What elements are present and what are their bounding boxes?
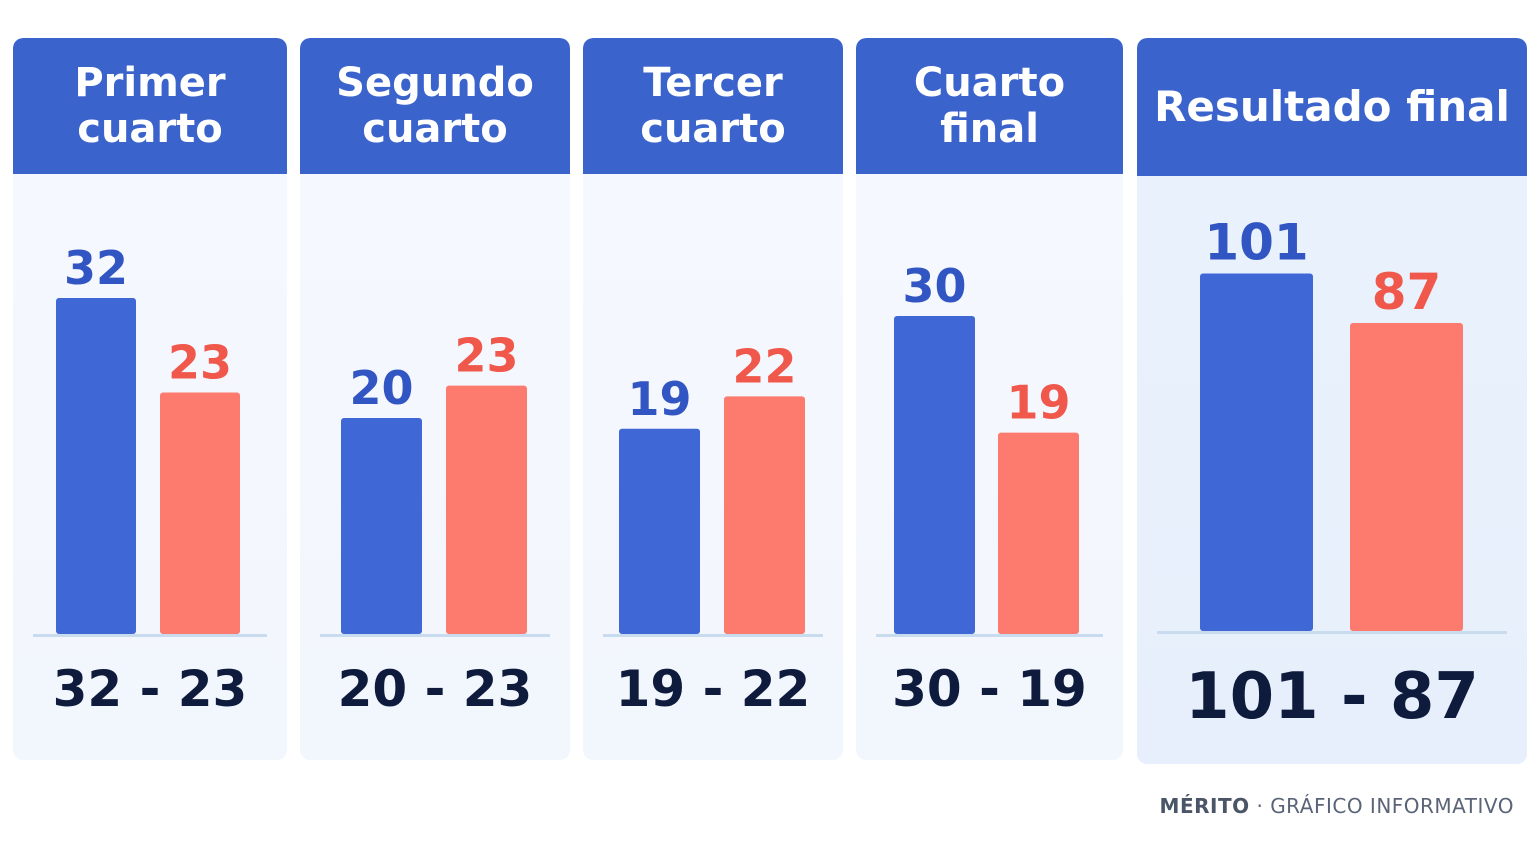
panel-title: Cuarto final	[856, 38, 1123, 174]
score-text: 32 - 23	[52, 660, 248, 718]
value-label-team-b: 23	[168, 336, 232, 390]
value-label-team-a: 101	[1204, 213, 1308, 271]
panel-4: Cuarto final 30 19 30 - 19	[856, 38, 1123, 760]
score-text: 30 - 19	[892, 660, 1087, 718]
value-label-team-a: 20	[349, 361, 413, 415]
panel-chart: 32 23	[33, 241, 267, 637]
value-label-team-b: 23	[454, 329, 518, 383]
value-label-team-b: 87	[1372, 263, 1442, 321]
panel-title: Resultado final	[1137, 38, 1527, 176]
value-label-team-b: 22	[732, 339, 796, 393]
value-label-team-a: 19	[627, 372, 691, 426]
footer-separator: ·	[1256, 794, 1264, 818]
footer-brand: MÉRITO	[1159, 794, 1250, 818]
panel-title: Primer cuarto	[13, 38, 287, 174]
bar-team-a	[1200, 273, 1313, 631]
score-text: 19 - 22	[615, 660, 811, 718]
panel-5: Resultado final 101 87 101 - 87	[1137, 38, 1527, 764]
bar-team-a	[341, 418, 422, 634]
footer-text: GRÁFICO INFORMATIVO	[1270, 794, 1514, 818]
panel-2: Segundo cuarto 20 23 20 - 23	[300, 38, 570, 760]
score-text: 20 - 23	[337, 660, 533, 718]
panel-1: Primer cuarto 32 23 32 - 23	[13, 38, 287, 760]
bar-team-b	[446, 385, 527, 634]
bar-team-b	[724, 396, 805, 634]
bar-team-a	[619, 428, 700, 634]
value-label-team-a: 32	[64, 241, 128, 295]
bar-team-b	[160, 392, 240, 634]
panel-chart: 101 87	[1157, 213, 1507, 634]
footer-credit: MÉRITO · GRÁFICO INFORMATIVO	[1160, 794, 1514, 818]
panel-3: Tercer cuarto 19 22 19 - 22	[583, 38, 843, 760]
panel-title: Segundo cuarto	[300, 38, 570, 174]
bar-team-b	[1350, 323, 1463, 631]
panel-title: Tercer cuarto	[583, 38, 843, 174]
bar-team-b	[998, 432, 1079, 634]
bar-team-a	[56, 298, 136, 634]
score-text: 101 - 87	[1185, 660, 1479, 734]
panel-chart: 30 19	[876, 259, 1103, 637]
bar-team-a	[894, 316, 975, 634]
value-label-team-a: 30	[902, 259, 966, 313]
value-label-team-b: 19	[1006, 376, 1070, 430]
